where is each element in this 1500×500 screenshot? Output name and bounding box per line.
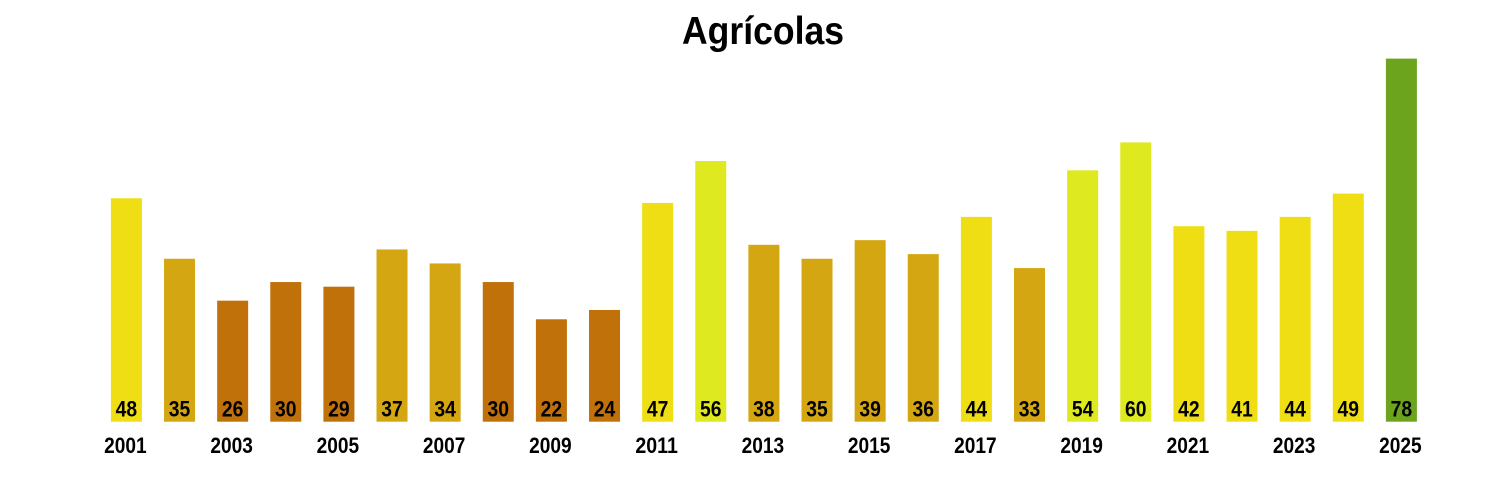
- svg-text:36: 36: [913, 396, 935, 421]
- svg-text:54: 54: [1072, 396, 1094, 421]
- svg-text:29: 29: [328, 396, 350, 421]
- svg-text:30: 30: [275, 396, 297, 421]
- svg-text:2023: 2023: [1273, 433, 1316, 458]
- svg-text:47: 47: [647, 396, 669, 421]
- svg-text:2001: 2001: [104, 433, 147, 458]
- svg-text:49: 49: [1338, 396, 1360, 421]
- svg-text:56: 56: [700, 396, 722, 421]
- svg-text:2015: 2015: [848, 433, 891, 458]
- svg-text:22: 22: [541, 396, 563, 421]
- svg-text:2009: 2009: [529, 433, 572, 458]
- svg-text:2017: 2017: [954, 433, 997, 458]
- svg-text:33: 33: [1019, 396, 1041, 421]
- svg-text:30: 30: [488, 396, 510, 421]
- svg-text:2003: 2003: [210, 433, 253, 458]
- svg-text:41: 41: [1231, 396, 1253, 421]
- svg-text:38: 38: [753, 396, 775, 421]
- svg-text:2025: 2025: [1379, 433, 1422, 458]
- svg-text:2005: 2005: [317, 433, 360, 458]
- svg-text:60: 60: [1125, 396, 1147, 421]
- svg-text:2007: 2007: [423, 433, 466, 458]
- svg-text:78: 78: [1391, 396, 1413, 421]
- svg-text:2021: 2021: [1167, 433, 1210, 458]
- svg-text:35: 35: [169, 396, 191, 421]
- svg-text:24: 24: [594, 396, 616, 421]
- svg-text:26: 26: [222, 396, 244, 421]
- svg-text:34: 34: [434, 396, 456, 421]
- svg-text:35: 35: [806, 396, 828, 421]
- svg-text:Agrícolas: Agrícolas: [682, 10, 844, 53]
- svg-text:37: 37: [381, 396, 403, 421]
- svg-text:2019: 2019: [1060, 433, 1103, 458]
- svg-text:39: 39: [859, 396, 881, 421]
- svg-text:44: 44: [1284, 396, 1306, 421]
- svg-text:44: 44: [966, 396, 988, 421]
- svg-text:2013: 2013: [742, 433, 785, 458]
- svg-text:42: 42: [1178, 396, 1200, 421]
- svg-text:48: 48: [116, 396, 138, 421]
- svg-text:2011: 2011: [635, 433, 678, 458]
